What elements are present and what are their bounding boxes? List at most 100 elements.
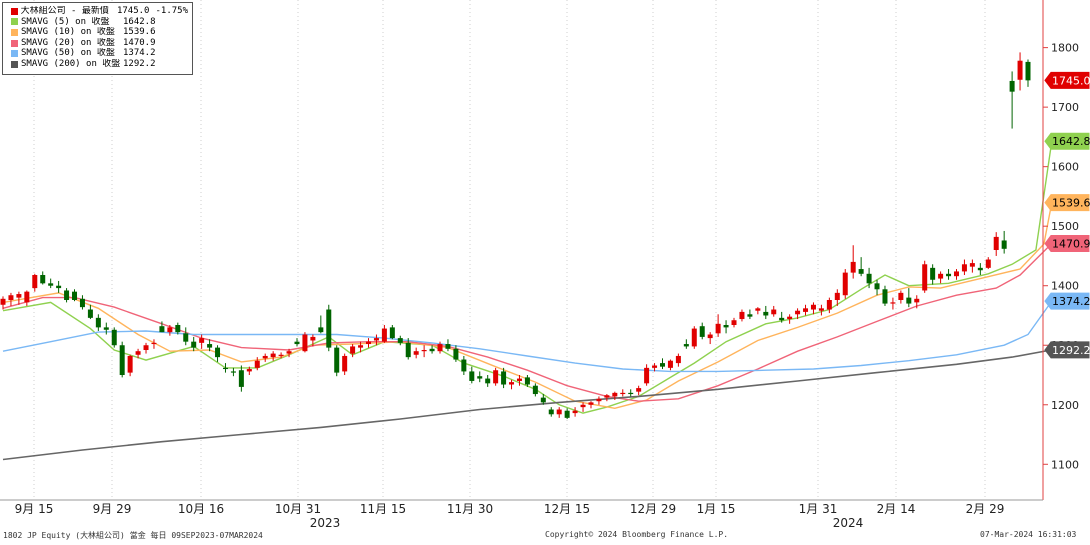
candle <box>977 263 983 275</box>
candle-body <box>32 275 38 289</box>
candle-body <box>747 314 753 317</box>
candle-body <box>230 371 236 373</box>
y-tick-label: 1800 <box>1051 42 1079 55</box>
candle-body <box>874 283 880 290</box>
candle <box>413 347 419 359</box>
candle <box>707 332 713 345</box>
candle <box>580 402 586 412</box>
y-axis-layer: 11001200130014001500160017001800 <box>0 0 1079 501</box>
candle <box>366 338 372 348</box>
x-tick-label: 10月 31 <box>275 502 321 516</box>
last-value-tag-bg <box>1044 341 1090 359</box>
candle <box>739 309 745 322</box>
candle <box>167 325 173 336</box>
last-value-tag: 1470.9 <box>1044 235 1090 253</box>
legend-swatch <box>11 60 18 68</box>
plot-background <box>0 0 1043 500</box>
candle <box>882 285 888 306</box>
y-tick-label: 1100 <box>1051 458 1079 471</box>
x-axis-layer: 9月 15 9月 29 10月 16 10月 31 11月 15 11月 30 12月 15… <box>15 502 1005 530</box>
candle-body <box>477 376 483 379</box>
candle-body <box>397 338 403 343</box>
candle <box>1025 59 1031 87</box>
x-tick-label: 1月 15 <box>697 502 736 516</box>
candle-body <box>278 354 284 356</box>
candle-body <box>771 309 777 315</box>
candle-body <box>938 273 944 279</box>
legend-name: SMAVG (200) on 收盤 <box>21 58 121 69</box>
candle <box>246 366 252 375</box>
candle-body <box>659 363 665 367</box>
candle <box>358 341 364 353</box>
legend-entry: SMAVG (20) on 收盤 1470.9 <box>11 38 188 49</box>
candle-body <box>445 344 451 349</box>
candle-body <box>564 410 570 418</box>
candle-body <box>421 350 427 352</box>
candle <box>572 407 578 417</box>
last-value-tag: 1745.0 <box>1044 71 1090 89</box>
ma-line <box>2 141 1053 414</box>
candle-body <box>866 273 872 284</box>
candle-body <box>326 309 332 348</box>
candle <box>342 353 348 375</box>
candle <box>485 375 491 387</box>
candle-body <box>620 392 626 395</box>
candle <box>922 260 928 293</box>
candle <box>803 304 809 316</box>
candle <box>731 317 737 328</box>
candle-body <box>834 292 840 300</box>
candle-body <box>310 336 316 341</box>
candle-body <box>882 289 888 304</box>
x-year-label: 2024 <box>833 516 864 530</box>
candle-body <box>318 327 324 333</box>
candle <box>397 335 403 346</box>
candle <box>874 279 880 296</box>
candle <box>683 339 689 349</box>
candle <box>32 273 38 292</box>
candle-body <box>215 347 221 358</box>
candle <box>906 288 912 308</box>
candle <box>540 394 546 405</box>
candle-body <box>524 377 530 385</box>
candle-body <box>985 259 991 268</box>
candle <box>421 345 427 358</box>
candle-body <box>358 345 364 348</box>
candle <box>588 401 594 409</box>
candle-body <box>191 341 197 348</box>
moving-average-layer <box>2 141 1053 461</box>
candle-body <box>453 348 459 360</box>
candle-body <box>731 320 737 325</box>
candle-body <box>699 326 705 337</box>
candle-body <box>87 309 93 318</box>
legend-value: 1374.2 <box>123 48 156 59</box>
candle <box>429 345 435 354</box>
candle-body <box>485 378 491 384</box>
candle-body <box>286 351 292 354</box>
candle-body <box>350 346 356 354</box>
candle <box>48 278 54 289</box>
candle-body <box>667 360 673 368</box>
candle <box>135 348 141 359</box>
candle-body <box>437 344 443 352</box>
candle <box>604 394 610 402</box>
candle <box>159 321 165 333</box>
candle-body <box>373 338 379 341</box>
x-tick-label: 2月 14 <box>877 502 916 516</box>
candle <box>453 345 459 362</box>
ticker-info: 1802 JP Equity (大林組公司) 當金 每日 09SEP2023-0… <box>3 531 263 540</box>
candle <box>842 269 848 299</box>
candle-body <box>977 267 983 271</box>
candle <box>215 345 221 362</box>
candle-body <box>532 385 538 395</box>
legend-change: -1.75% <box>155 6 188 16</box>
candle <box>437 341 443 354</box>
candle <box>56 280 62 293</box>
candle-body <box>683 344 689 347</box>
last-value-tag-text: 1745.0 <box>1052 74 1090 87</box>
candle-body <box>64 290 70 300</box>
candle-body <box>159 326 165 333</box>
legend-name: SMAVG (50) on 收盤 <box>21 48 115 59</box>
candle-body <box>1017 60 1023 80</box>
candle <box>183 327 189 346</box>
